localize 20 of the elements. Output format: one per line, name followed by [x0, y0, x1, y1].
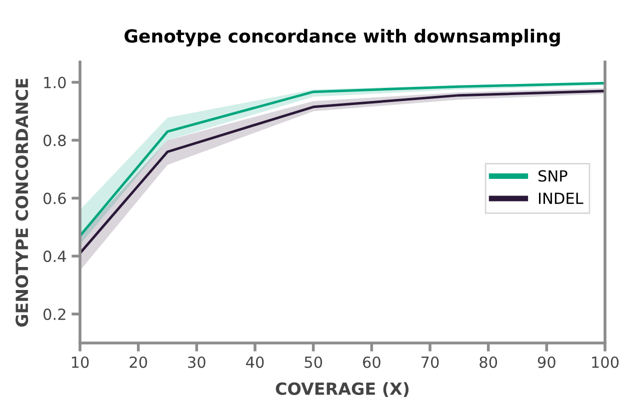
legend-label: INDEL: [539, 192, 584, 204]
y-axis-title: GENOTYPE CONCORDANCE: [16, 78, 28, 327]
y-tick-label: 0.6: [44, 192, 66, 204]
legend-label: SNP: [538, 170, 568, 182]
y-tick-label: 0.8: [44, 134, 66, 146]
chart-title: Genotype concordance with downsampling: [124, 28, 560, 46]
x-tick-label: 100: [592, 356, 619, 368]
x-tick-label: 30: [188, 356, 206, 368]
x-tick-label: 70: [422, 356, 439, 368]
x-tick-label: 60: [363, 356, 380, 368]
x-tick-label: 50: [304, 356, 322, 368]
x-tick-label: 80: [480, 356, 498, 368]
x-axis-title: COVERAGE (X): [276, 382, 409, 397]
x-tick-label: 40: [246, 356, 264, 368]
x-tick-label: 90: [538, 356, 556, 368]
y-tick-label: 1.0: [44, 76, 66, 88]
x-tick-label: 20: [130, 356, 148, 368]
x-tick-label: 10: [72, 356, 89, 368]
y-tick-label: 0.2: [44, 308, 66, 320]
y-tick-label: 0.4: [44, 250, 66, 262]
